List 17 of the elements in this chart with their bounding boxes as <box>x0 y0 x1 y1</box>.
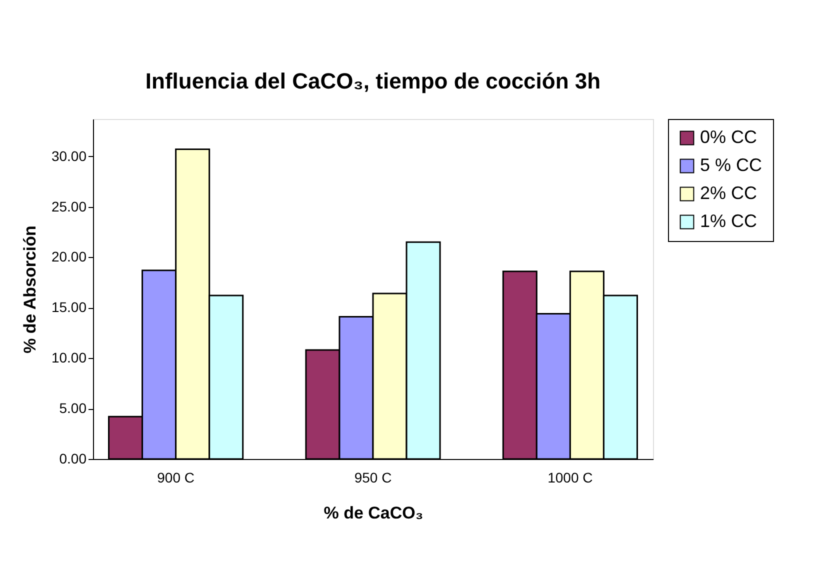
y-tick-label: 25.00 <box>51 198 87 214</box>
y-tick-label: 10.00 <box>51 350 87 366</box>
x-tick-label: 900 C <box>157 470 194 486</box>
x-axis-title: % de CaCO₃ <box>324 504 424 522</box>
x-tick-label: 1000 C <box>548 470 593 486</box>
y-tick-label: 5.00 <box>59 400 87 416</box>
legend-label: 5 % CC <box>700 155 762 175</box>
y-tick-label: 20.00 <box>51 248 87 265</box>
y-tick-label: 30.00 <box>51 148 87 164</box>
chart-title: Influencia del CaCO₃, tiempo de cocción 3h <box>145 68 601 94</box>
legend-label: 2% CC <box>700 183 758 203</box>
y-tick-label: 0.00 <box>59 450 87 466</box>
legend-label: 1% CC <box>700 211 758 231</box>
y-tick-label: 15.00 <box>51 299 87 316</box>
legend-label: 0% CC <box>700 127 758 147</box>
y-axis-title: % de Absorción <box>20 226 40 354</box>
x-tick-label: 950 C <box>354 470 392 486</box>
